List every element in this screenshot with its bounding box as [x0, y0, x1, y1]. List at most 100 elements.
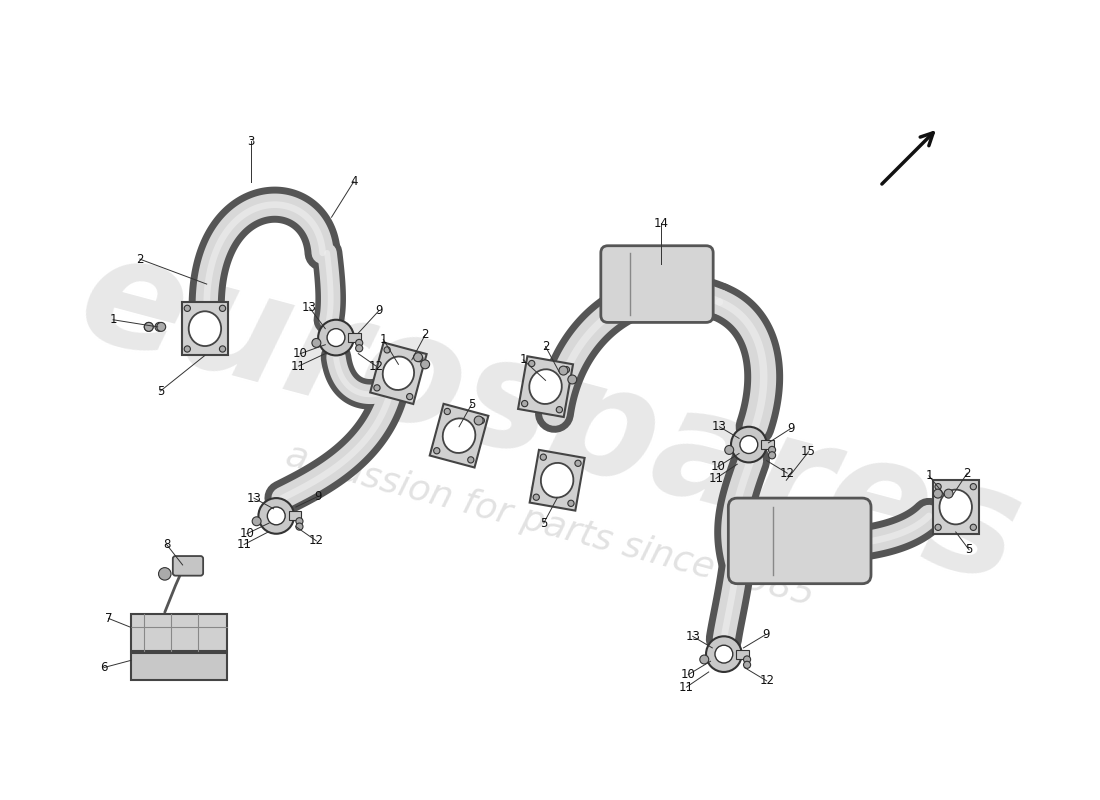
- Text: 14: 14: [654, 217, 669, 230]
- Text: 2: 2: [136, 253, 144, 266]
- Circle shape: [374, 385, 381, 391]
- Text: 9: 9: [786, 422, 794, 435]
- Circle shape: [155, 322, 164, 331]
- FancyBboxPatch shape: [131, 654, 228, 680]
- Circle shape: [559, 366, 568, 375]
- Ellipse shape: [529, 370, 562, 404]
- FancyBboxPatch shape: [736, 650, 749, 658]
- Circle shape: [725, 446, 734, 454]
- Text: 4: 4: [350, 175, 358, 188]
- Circle shape: [769, 452, 776, 459]
- Circle shape: [384, 346, 390, 353]
- Circle shape: [252, 517, 261, 526]
- Ellipse shape: [189, 311, 221, 346]
- FancyBboxPatch shape: [601, 246, 713, 322]
- FancyBboxPatch shape: [182, 302, 228, 355]
- Circle shape: [744, 656, 750, 663]
- Circle shape: [312, 338, 321, 347]
- Text: 9: 9: [315, 490, 322, 503]
- Text: 5: 5: [468, 398, 475, 411]
- Circle shape: [444, 408, 450, 414]
- Circle shape: [935, 524, 942, 530]
- Circle shape: [557, 406, 562, 413]
- Text: 5: 5: [540, 517, 548, 530]
- Circle shape: [355, 345, 363, 352]
- Circle shape: [944, 489, 953, 498]
- Circle shape: [468, 457, 474, 463]
- Text: 13: 13: [246, 491, 262, 505]
- FancyBboxPatch shape: [288, 511, 301, 520]
- Circle shape: [934, 489, 943, 498]
- Ellipse shape: [541, 463, 573, 498]
- Text: 11: 11: [236, 538, 252, 551]
- Circle shape: [433, 448, 440, 454]
- Text: 11: 11: [708, 472, 724, 485]
- Circle shape: [706, 636, 741, 672]
- Circle shape: [521, 401, 528, 406]
- Circle shape: [970, 483, 977, 490]
- Circle shape: [296, 518, 303, 525]
- FancyBboxPatch shape: [518, 356, 573, 417]
- Text: 10: 10: [293, 347, 308, 360]
- Circle shape: [744, 662, 750, 668]
- FancyBboxPatch shape: [933, 480, 979, 534]
- Text: 9: 9: [762, 628, 770, 641]
- Circle shape: [563, 366, 570, 373]
- Circle shape: [327, 329, 345, 346]
- Circle shape: [184, 306, 190, 311]
- Circle shape: [700, 655, 708, 664]
- Circle shape: [296, 523, 303, 530]
- Circle shape: [769, 446, 776, 454]
- Text: 2: 2: [542, 340, 549, 353]
- Text: 10: 10: [681, 668, 695, 681]
- Text: 8: 8: [163, 538, 170, 551]
- Circle shape: [318, 320, 354, 355]
- Text: 13: 13: [685, 630, 700, 642]
- Text: 12: 12: [368, 360, 384, 373]
- Text: 15: 15: [801, 446, 816, 458]
- Text: 12: 12: [309, 534, 323, 547]
- Text: 2: 2: [421, 329, 429, 342]
- Circle shape: [184, 346, 190, 352]
- Ellipse shape: [939, 490, 972, 524]
- Circle shape: [534, 494, 539, 500]
- Circle shape: [935, 483, 942, 490]
- Circle shape: [219, 346, 225, 352]
- Text: 3: 3: [248, 135, 255, 148]
- Text: 11: 11: [679, 681, 694, 694]
- Text: 13: 13: [301, 301, 317, 314]
- Circle shape: [157, 322, 166, 331]
- Circle shape: [478, 418, 484, 424]
- Text: 13: 13: [712, 420, 727, 434]
- Circle shape: [568, 375, 576, 384]
- Text: 1: 1: [109, 314, 117, 326]
- Circle shape: [158, 568, 170, 580]
- FancyBboxPatch shape: [728, 498, 871, 584]
- Circle shape: [540, 454, 547, 460]
- Circle shape: [529, 361, 535, 366]
- Circle shape: [732, 426, 767, 462]
- Text: 10: 10: [240, 527, 254, 540]
- FancyBboxPatch shape: [173, 556, 204, 576]
- Circle shape: [258, 498, 294, 534]
- Circle shape: [407, 394, 412, 400]
- Ellipse shape: [383, 357, 414, 390]
- Circle shape: [414, 353, 422, 362]
- Text: eurospares: eurospares: [64, 221, 1036, 615]
- Circle shape: [970, 524, 977, 530]
- Text: 2: 2: [964, 466, 971, 480]
- Text: 11: 11: [292, 360, 306, 373]
- Ellipse shape: [442, 418, 475, 453]
- Circle shape: [420, 360, 430, 369]
- Circle shape: [219, 306, 225, 311]
- FancyBboxPatch shape: [371, 342, 427, 404]
- Text: 9: 9: [375, 304, 383, 318]
- Circle shape: [144, 322, 153, 331]
- Text: 5: 5: [966, 543, 972, 556]
- Circle shape: [355, 339, 363, 346]
- Circle shape: [267, 507, 285, 525]
- FancyBboxPatch shape: [349, 333, 361, 342]
- Circle shape: [474, 416, 483, 425]
- Text: 12: 12: [759, 674, 774, 687]
- FancyBboxPatch shape: [131, 614, 228, 651]
